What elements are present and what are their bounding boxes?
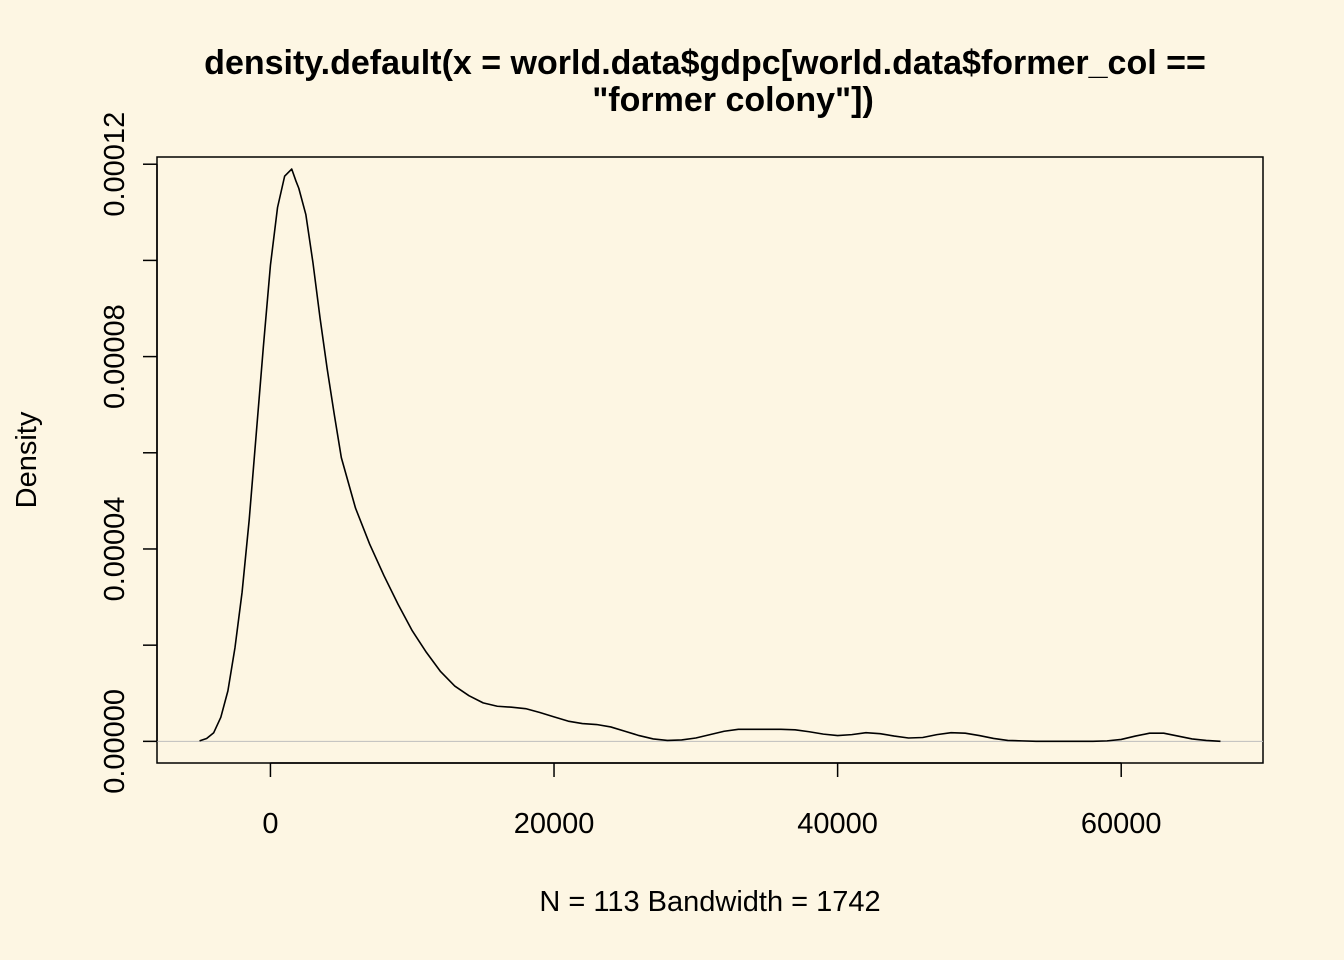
density-line-group [199, 168, 1221, 743]
x-axis-label: N = 113 Bandwidth = 1742 [539, 886, 880, 918]
y-tick-label: 0.00004 [99, 497, 131, 602]
chart-title-line-1: density.default(x = world.data$gdpc[worl… [204, 44, 1206, 82]
y-tick-label: 0.00000 [99, 689, 131, 794]
y-axis: 0.00000 0.00004 0.00008 0.00012 [99, 112, 158, 794]
y-axis-label: Density [11, 411, 43, 508]
x-axis: 0 20000 40000 60000 [262, 762, 1162, 840]
chart-title-line-2: "former colony"]) [592, 81, 874, 119]
x-tick-label: 40000 [797, 808, 878, 840]
x-tick-label: 0 [262, 808, 278, 840]
plot-frame [156, 156, 1264, 764]
x-tick-label: 20000 [514, 808, 595, 840]
density-curve [199, 168, 1221, 743]
y-tick-label: 0.00012 [99, 112, 131, 217]
y-tick-label: 0.00008 [99, 304, 131, 409]
x-tick-label: 60000 [1081, 808, 1162, 840]
